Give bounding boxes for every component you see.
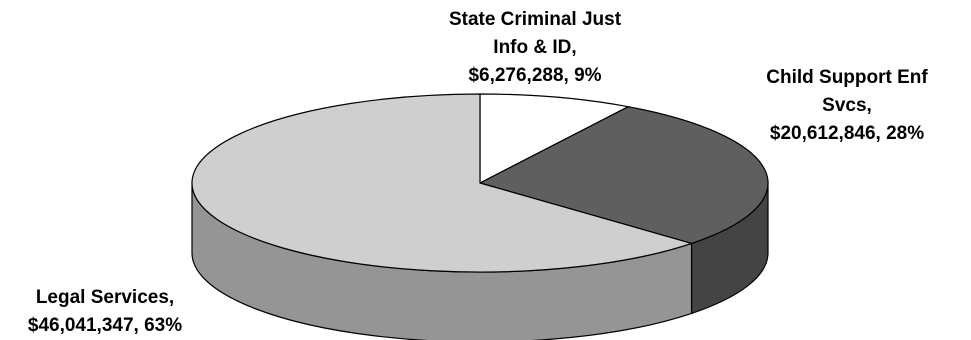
slice-label-state-criminal-just: State Criminal Just Info & ID, $6,276,28…: [420, 6, 650, 90]
pie-slice-legal-services: [191, 93, 694, 273]
label-line: Legal Services,: [35, 287, 175, 308]
slice-label-legal-services: Legal Services, $46,041,347, 63%: [0, 284, 210, 340]
label-line: Svcs,: [822, 95, 872, 116]
label-value: $20,612,846, 28%: [769, 123, 925, 144]
label-line: Child Support Enf: [766, 67, 928, 88]
label-value: $46,041,347, 63%: [27, 315, 183, 336]
label-value: $6,276,288, 9%: [468, 65, 602, 86]
pie-slice-child-support-enf-svcs: [478, 106, 769, 245]
slice-label-child-support: Child Support Enf Svcs, $20,612,846, 28%: [732, 64, 962, 148]
label-line: State Criminal Just: [448, 9, 622, 30]
pie-slice-state-criminal-just-info-id: [479, 93, 631, 184]
label-line: Info & ID,: [493, 37, 577, 58]
pie-top: [191, 93, 769, 273]
